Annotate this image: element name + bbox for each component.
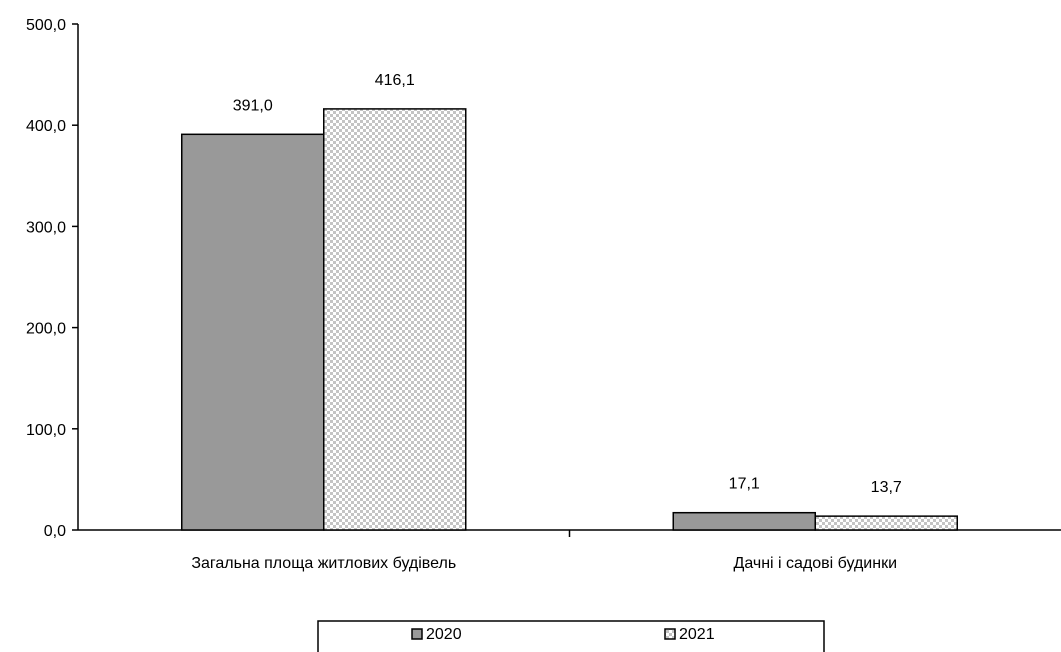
data-label: 416,1 (375, 72, 415, 89)
bar-2020 (181, 133, 325, 531)
bar-2020 (672, 511, 816, 531)
y-tick-label: 0,0 (44, 523, 66, 540)
legend-label: 2020 (426, 626, 462, 643)
data-labels: 391,0 416,1 17,1 13,7 (233, 72, 902, 496)
y-axis: 0,0 100,0 200,0 300,0 400,0 500,0 (26, 17, 79, 540)
data-label: 13,7 (871, 479, 902, 496)
legend: 2020 2021 (317, 620, 825, 652)
data-label: 17,1 (729, 476, 760, 493)
data-label: 391,0 (233, 97, 273, 114)
legend-box (317, 620, 825, 652)
bars (181, 108, 958, 531)
x-category-label: Дачні і садові будинки (733, 555, 897, 572)
y-tick-label: 500,0 (26, 17, 66, 34)
y-tick-label: 100,0 (26, 422, 66, 439)
x-category-label: Загальна площа житлових будівель (191, 555, 456, 572)
bar-2021 (814, 515, 958, 531)
legend-swatch-2021 (664, 628, 676, 640)
y-tick-label: 200,0 (26, 321, 66, 338)
legend-label: 2021 (679, 626, 715, 643)
y-tick-label: 400,0 (26, 118, 66, 135)
y-tick-label: 300,0 (26, 219, 66, 236)
legend-swatch-2020 (411, 628, 423, 640)
x-axis: Загальна площа житлових будівель Дачні і … (78, 529, 1061, 572)
bar-2021 (323, 108, 467, 531)
